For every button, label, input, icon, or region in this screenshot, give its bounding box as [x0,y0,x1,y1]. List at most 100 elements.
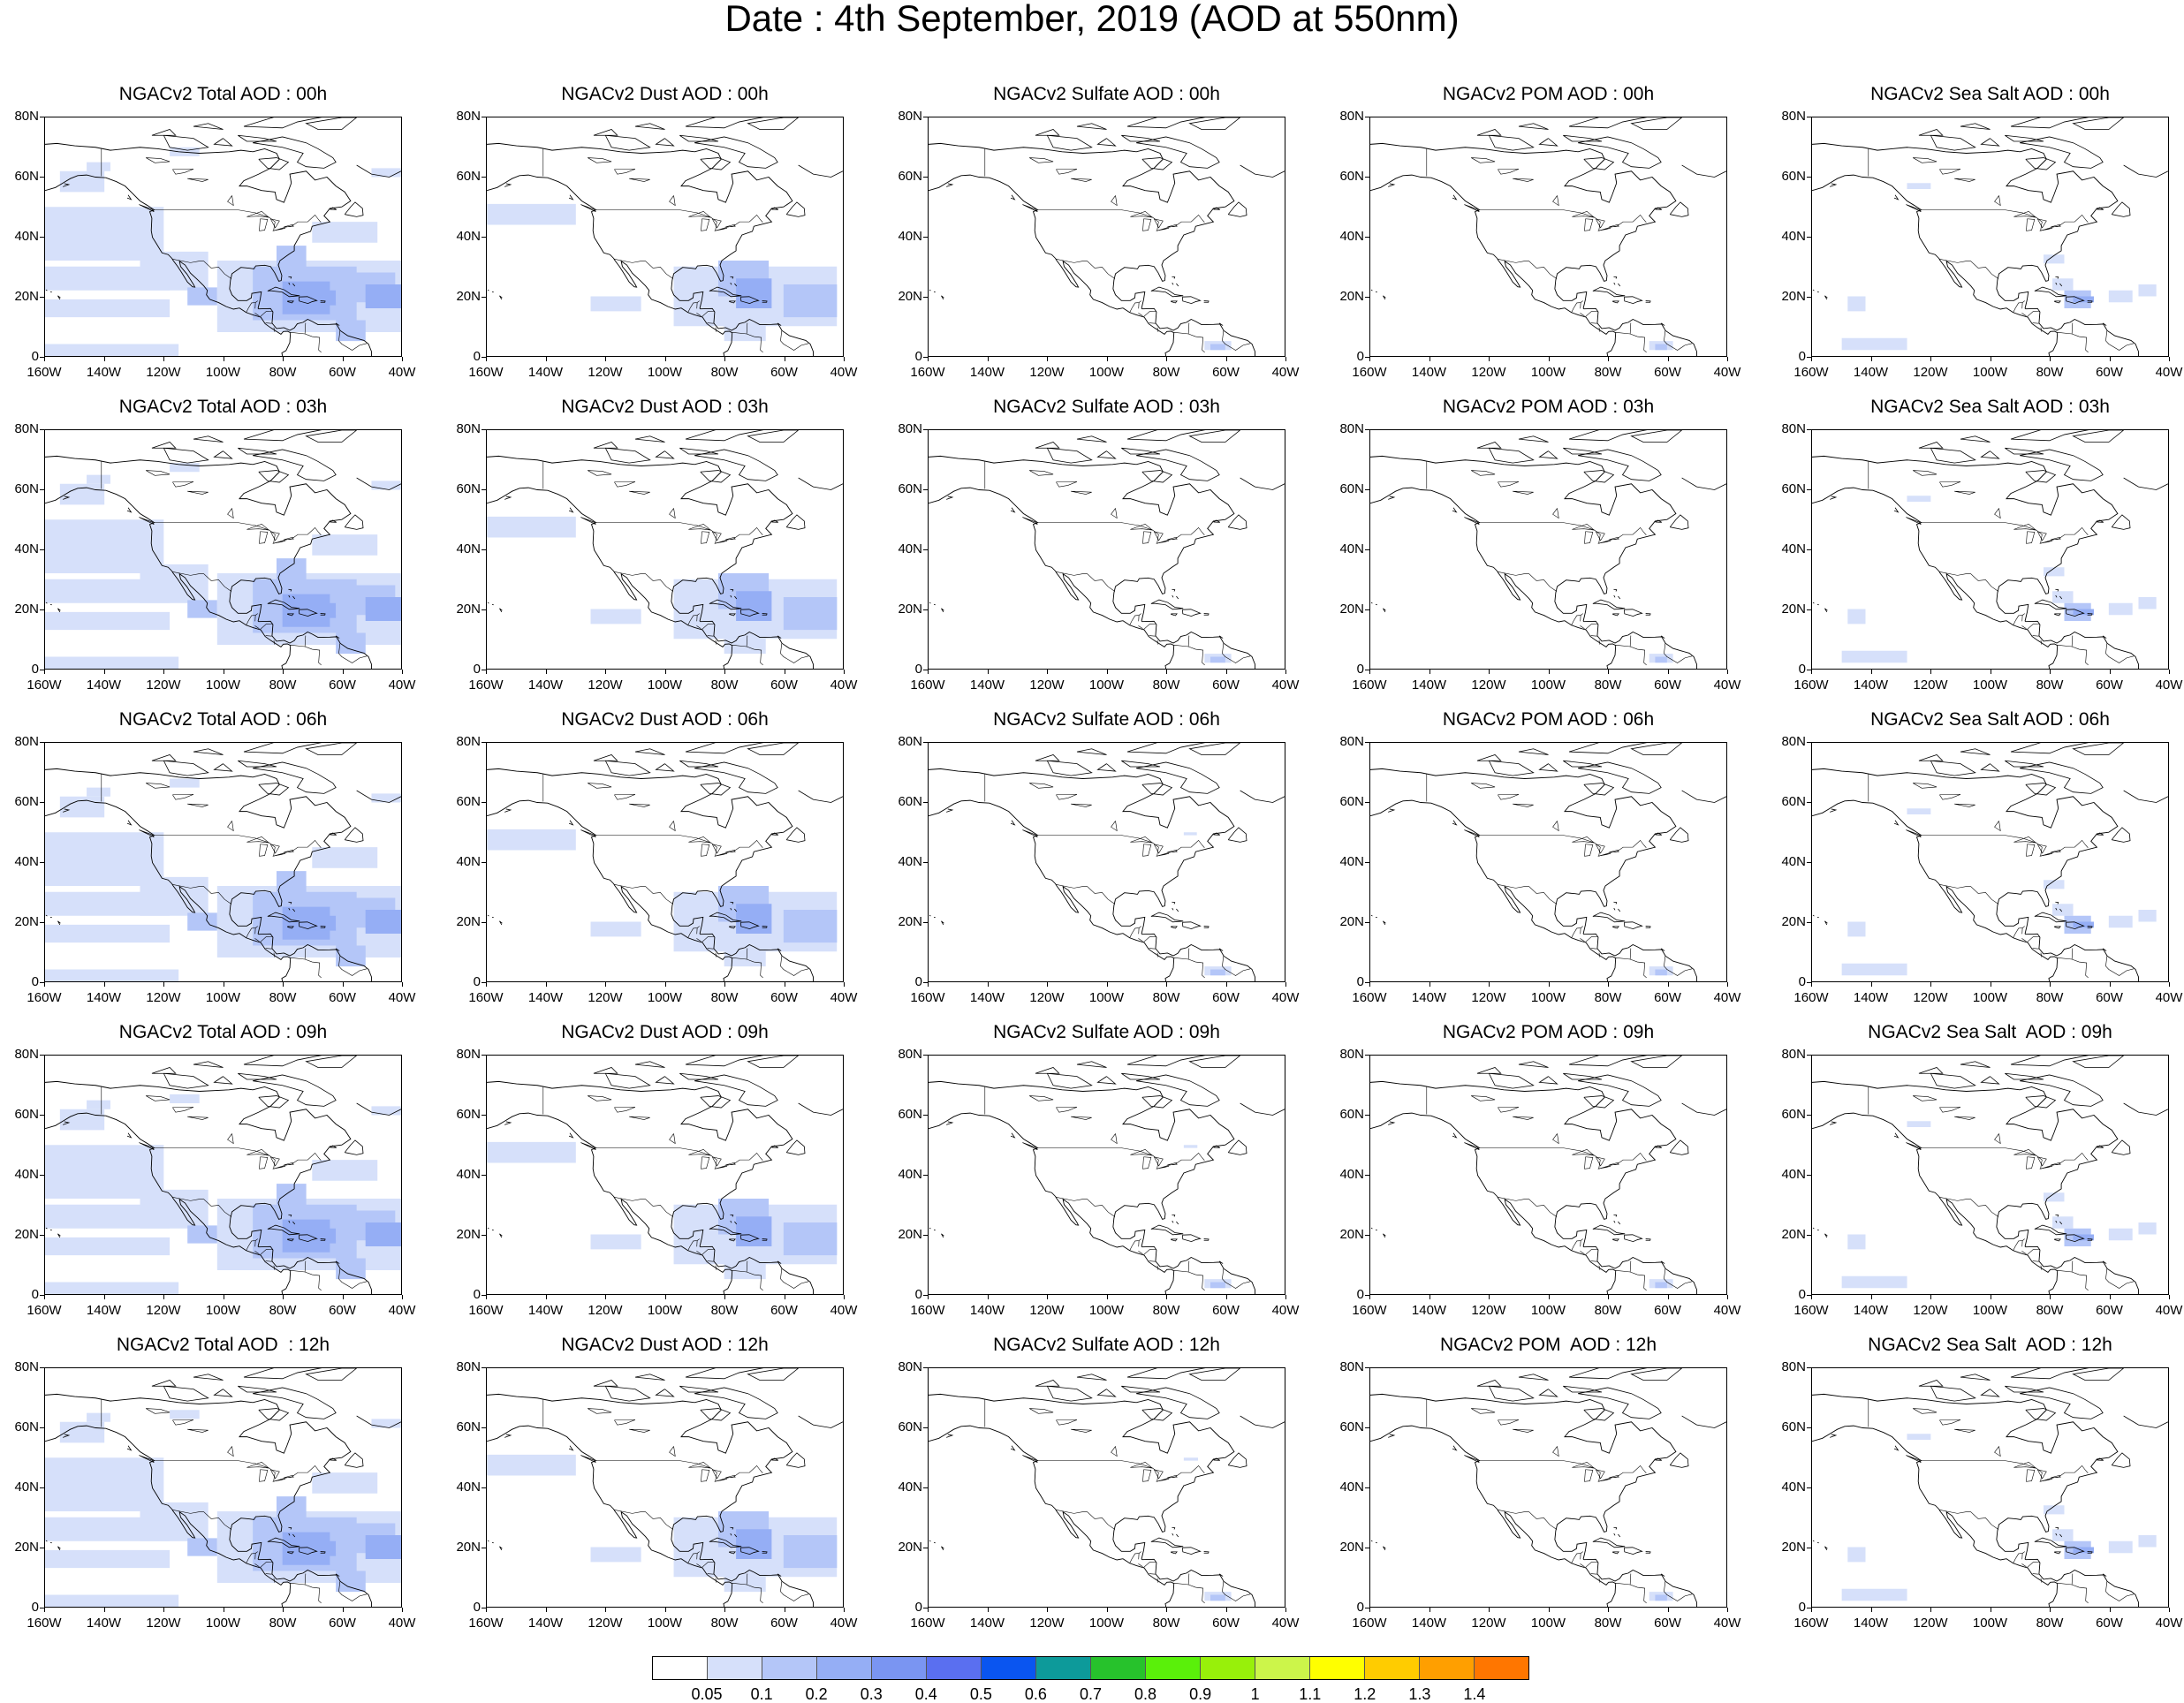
island-outline [1011,1133,1014,1138]
longitude-tick [844,357,845,361]
latitude-label: 20N [442,290,481,304]
latitude-tick [40,742,44,743]
island-outline [569,1133,573,1138]
map-plot-area [928,1055,1285,1295]
island-outline [1624,922,1642,929]
latitude-tick [1365,742,1369,743]
longitude-tick [402,670,403,674]
island-outline [1127,1056,1219,1066]
island-outline [488,602,489,603]
lake-outline [1513,804,1533,806]
longitude-label: 60W [321,1304,365,1318]
island-outline [941,296,944,299]
island-outline [499,296,502,299]
latitude-label: 20N [1767,290,1806,304]
lake-outline [1071,804,1091,806]
island-outline [1614,283,1615,284]
longitude-label: 140W [966,991,1010,1005]
island-outline [635,749,665,755]
island-outline [57,921,60,925]
island-outline [929,602,930,603]
longitude-tick [486,670,487,674]
latitude-tick [923,1427,928,1428]
country-border [2033,323,2039,324]
longitude-label: 60W [1646,1304,1690,1318]
island-outline [1519,749,1549,755]
island-outline [1172,283,1173,284]
aod-map [1812,430,2168,669]
island-outline [307,117,357,130]
latitude-label: 0 [1767,350,1806,364]
latitude-label: 40N [0,855,39,869]
longitude-tick [1727,982,1728,987]
latitude-tick [923,429,928,430]
island-outline [701,158,731,170]
aod-fill-cell [60,1422,104,1443]
island-outline [1613,276,1616,278]
island-outline [1682,791,1726,803]
longitude-label: 140W [82,1304,126,1318]
island-outline [679,1073,718,1079]
longitude-tick [724,982,725,987]
longitude-label: 80W [702,366,747,380]
coastline [1812,143,2138,356]
country-border [1143,624,1156,629]
country-border [1174,332,1205,352]
aod-fill-cell [45,344,178,357]
aod-fill-cell [1907,1121,1930,1127]
island-outline [1371,1228,1372,1229]
island-outline [1960,124,1991,130]
island-outline [1121,1386,1160,1392]
aod-fill-cell [1210,1283,1225,1289]
longitude-tick [1369,670,1370,674]
longitude-label: 140W [1407,678,1452,693]
island-outline [1960,1374,1991,1381]
country-border [2072,949,2073,959]
longitude-label: 120W [583,991,627,1005]
lake-outline [1584,1470,1592,1482]
longitude-label: 140W [82,991,126,1005]
island-outline [1646,301,1650,303]
island-outline [1035,1381,1059,1387]
island-outline [1919,1381,1943,1387]
aod-fill-cell [1847,1235,1865,1250]
map-plot-area [486,742,844,982]
island-outline [504,184,511,186]
latitude-label: 80N [883,735,922,749]
aod-fill-cell [784,1222,837,1255]
longitude-label: 120W [1908,366,1953,380]
longitude-label: 140W [524,991,568,1005]
longitude-label: 80W [2028,991,2072,1005]
colorbar-box [653,1657,708,1679]
latitude-tick [40,1235,44,1236]
aod-map [929,1368,1285,1607]
country-border [1591,636,1597,637]
island-outline [1204,301,1209,303]
island-outline [1176,596,1178,599]
lake-outline [701,532,709,544]
panel-title: NGACv2 Sulfate AOD : 00h [928,83,1285,106]
lake-outline [1939,794,1960,799]
colorbar-label: 1 [1229,1685,1282,1703]
aod-fill-cell [45,657,178,670]
island-outline [1613,589,1616,591]
lake-outline [1954,804,1975,806]
aod-fill-cell [371,793,401,802]
longitude-tick [343,670,344,674]
latitude-tick [1807,922,1811,923]
aod-fill-cell [1210,1595,1225,1601]
island-outline [946,496,952,499]
island-outline [1047,135,1091,150]
aod-fill-cell [2052,591,2073,603]
island-outline [2011,1056,2103,1066]
island-outline [605,1073,649,1088]
panel-title: NGACv2 Total AOD : 03h [44,396,402,419]
lake-outline [273,853,285,856]
latitude-label: 60N [1325,1108,1364,1122]
colorbar-label: 0.8 [1119,1685,1172,1703]
aod-fill-cell [1842,651,1907,663]
aod-map [45,117,401,356]
island-outline [946,1434,952,1437]
island-outline [238,135,277,141]
latitude-label: 60N [1767,170,1806,184]
